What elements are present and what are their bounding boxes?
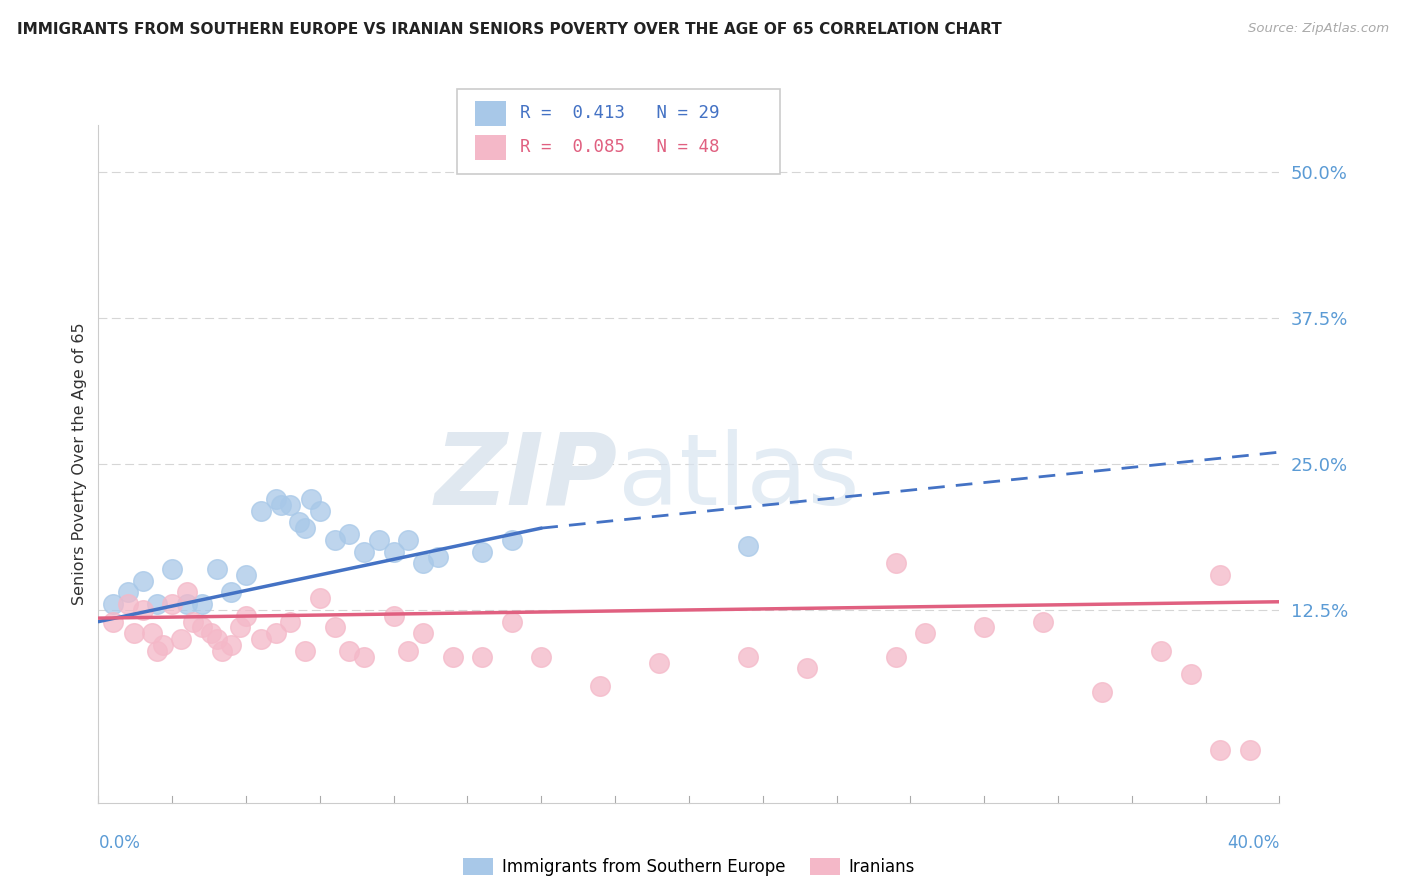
Point <box>278 615 302 629</box>
Point <box>1180 667 1202 681</box>
Point <box>530 649 553 664</box>
Point <box>1150 644 1173 658</box>
Point <box>122 626 145 640</box>
Point <box>382 544 405 558</box>
Point <box>162 597 183 611</box>
Point <box>117 585 139 599</box>
Point <box>294 521 316 535</box>
Text: R =  0.413   N = 29: R = 0.413 N = 29 <box>520 104 720 122</box>
Text: 40.0%: 40.0% <box>1227 834 1279 852</box>
Point <box>250 503 273 517</box>
Point <box>737 539 759 553</box>
Point <box>412 626 434 640</box>
Point <box>1239 743 1261 757</box>
Point <box>427 550 450 565</box>
Point <box>973 620 995 634</box>
Point <box>229 620 252 634</box>
Point <box>170 632 193 647</box>
Point <box>205 562 228 576</box>
Point <box>737 649 759 664</box>
Text: R =  0.085   N = 48: R = 0.085 N = 48 <box>520 138 720 156</box>
Y-axis label: Seniors Poverty Over the Age of 65: Seniors Poverty Over the Age of 65 <box>72 323 87 605</box>
Point <box>270 498 292 512</box>
Point <box>884 649 907 664</box>
Point <box>648 656 671 670</box>
Text: Source: ZipAtlas.com: Source: ZipAtlas.com <box>1249 22 1389 36</box>
Point <box>211 644 233 658</box>
Point <box>141 626 163 640</box>
Point <box>412 556 434 570</box>
Point <box>1209 743 1232 757</box>
Point <box>501 533 523 547</box>
Point <box>162 562 183 576</box>
Point <box>132 574 155 588</box>
Point <box>337 527 360 541</box>
Point <box>323 620 346 634</box>
Point <box>396 644 419 658</box>
Point <box>176 585 198 599</box>
Text: ZIP: ZIP <box>434 429 619 526</box>
Point <box>117 597 139 611</box>
Text: IMMIGRANTS FROM SOUTHERN EUROPE VS IRANIAN SENIORS POVERTY OVER THE AGE OF 65 CO: IMMIGRANTS FROM SOUTHERN EUROPE VS IRANI… <box>17 22 1001 37</box>
Point <box>309 503 332 517</box>
Point <box>264 626 287 640</box>
Point <box>219 585 242 599</box>
Point <box>250 632 273 647</box>
Point <box>176 597 198 611</box>
Text: 0.0%: 0.0% <box>98 834 141 852</box>
Point <box>235 567 257 582</box>
Point <box>294 644 316 658</box>
Point <box>353 649 375 664</box>
Point <box>884 556 907 570</box>
Point <box>103 615 125 629</box>
Text: atlas: atlas <box>619 429 859 526</box>
Point <box>337 644 360 658</box>
Point <box>278 498 302 512</box>
Point <box>471 544 494 558</box>
Point <box>353 544 375 558</box>
Point <box>132 603 155 617</box>
Point <box>368 533 391 547</box>
Point <box>441 649 464 664</box>
Point <box>323 533 346 547</box>
Point <box>200 626 222 640</box>
Point <box>146 644 169 658</box>
Point <box>1209 567 1232 582</box>
Point <box>914 626 936 640</box>
Point <box>219 638 242 652</box>
Point <box>235 608 257 623</box>
Point <box>382 608 405 623</box>
Point <box>288 516 311 530</box>
Point <box>396 533 419 547</box>
Point <box>205 632 228 647</box>
Point <box>589 679 612 693</box>
Point <box>191 620 214 634</box>
Point <box>181 615 204 629</box>
Point <box>309 591 332 606</box>
Point <box>299 491 322 506</box>
Point <box>471 649 494 664</box>
Legend: Immigrants from Southern Europe, Iranians: Immigrants from Southern Europe, Iranian… <box>457 851 921 882</box>
Point <box>796 661 818 675</box>
Point <box>191 597 214 611</box>
Point <box>264 491 287 506</box>
Point <box>1032 615 1054 629</box>
Point <box>152 638 174 652</box>
Point <box>1091 685 1114 699</box>
Point <box>103 597 125 611</box>
Point <box>146 597 169 611</box>
Point <box>501 615 523 629</box>
